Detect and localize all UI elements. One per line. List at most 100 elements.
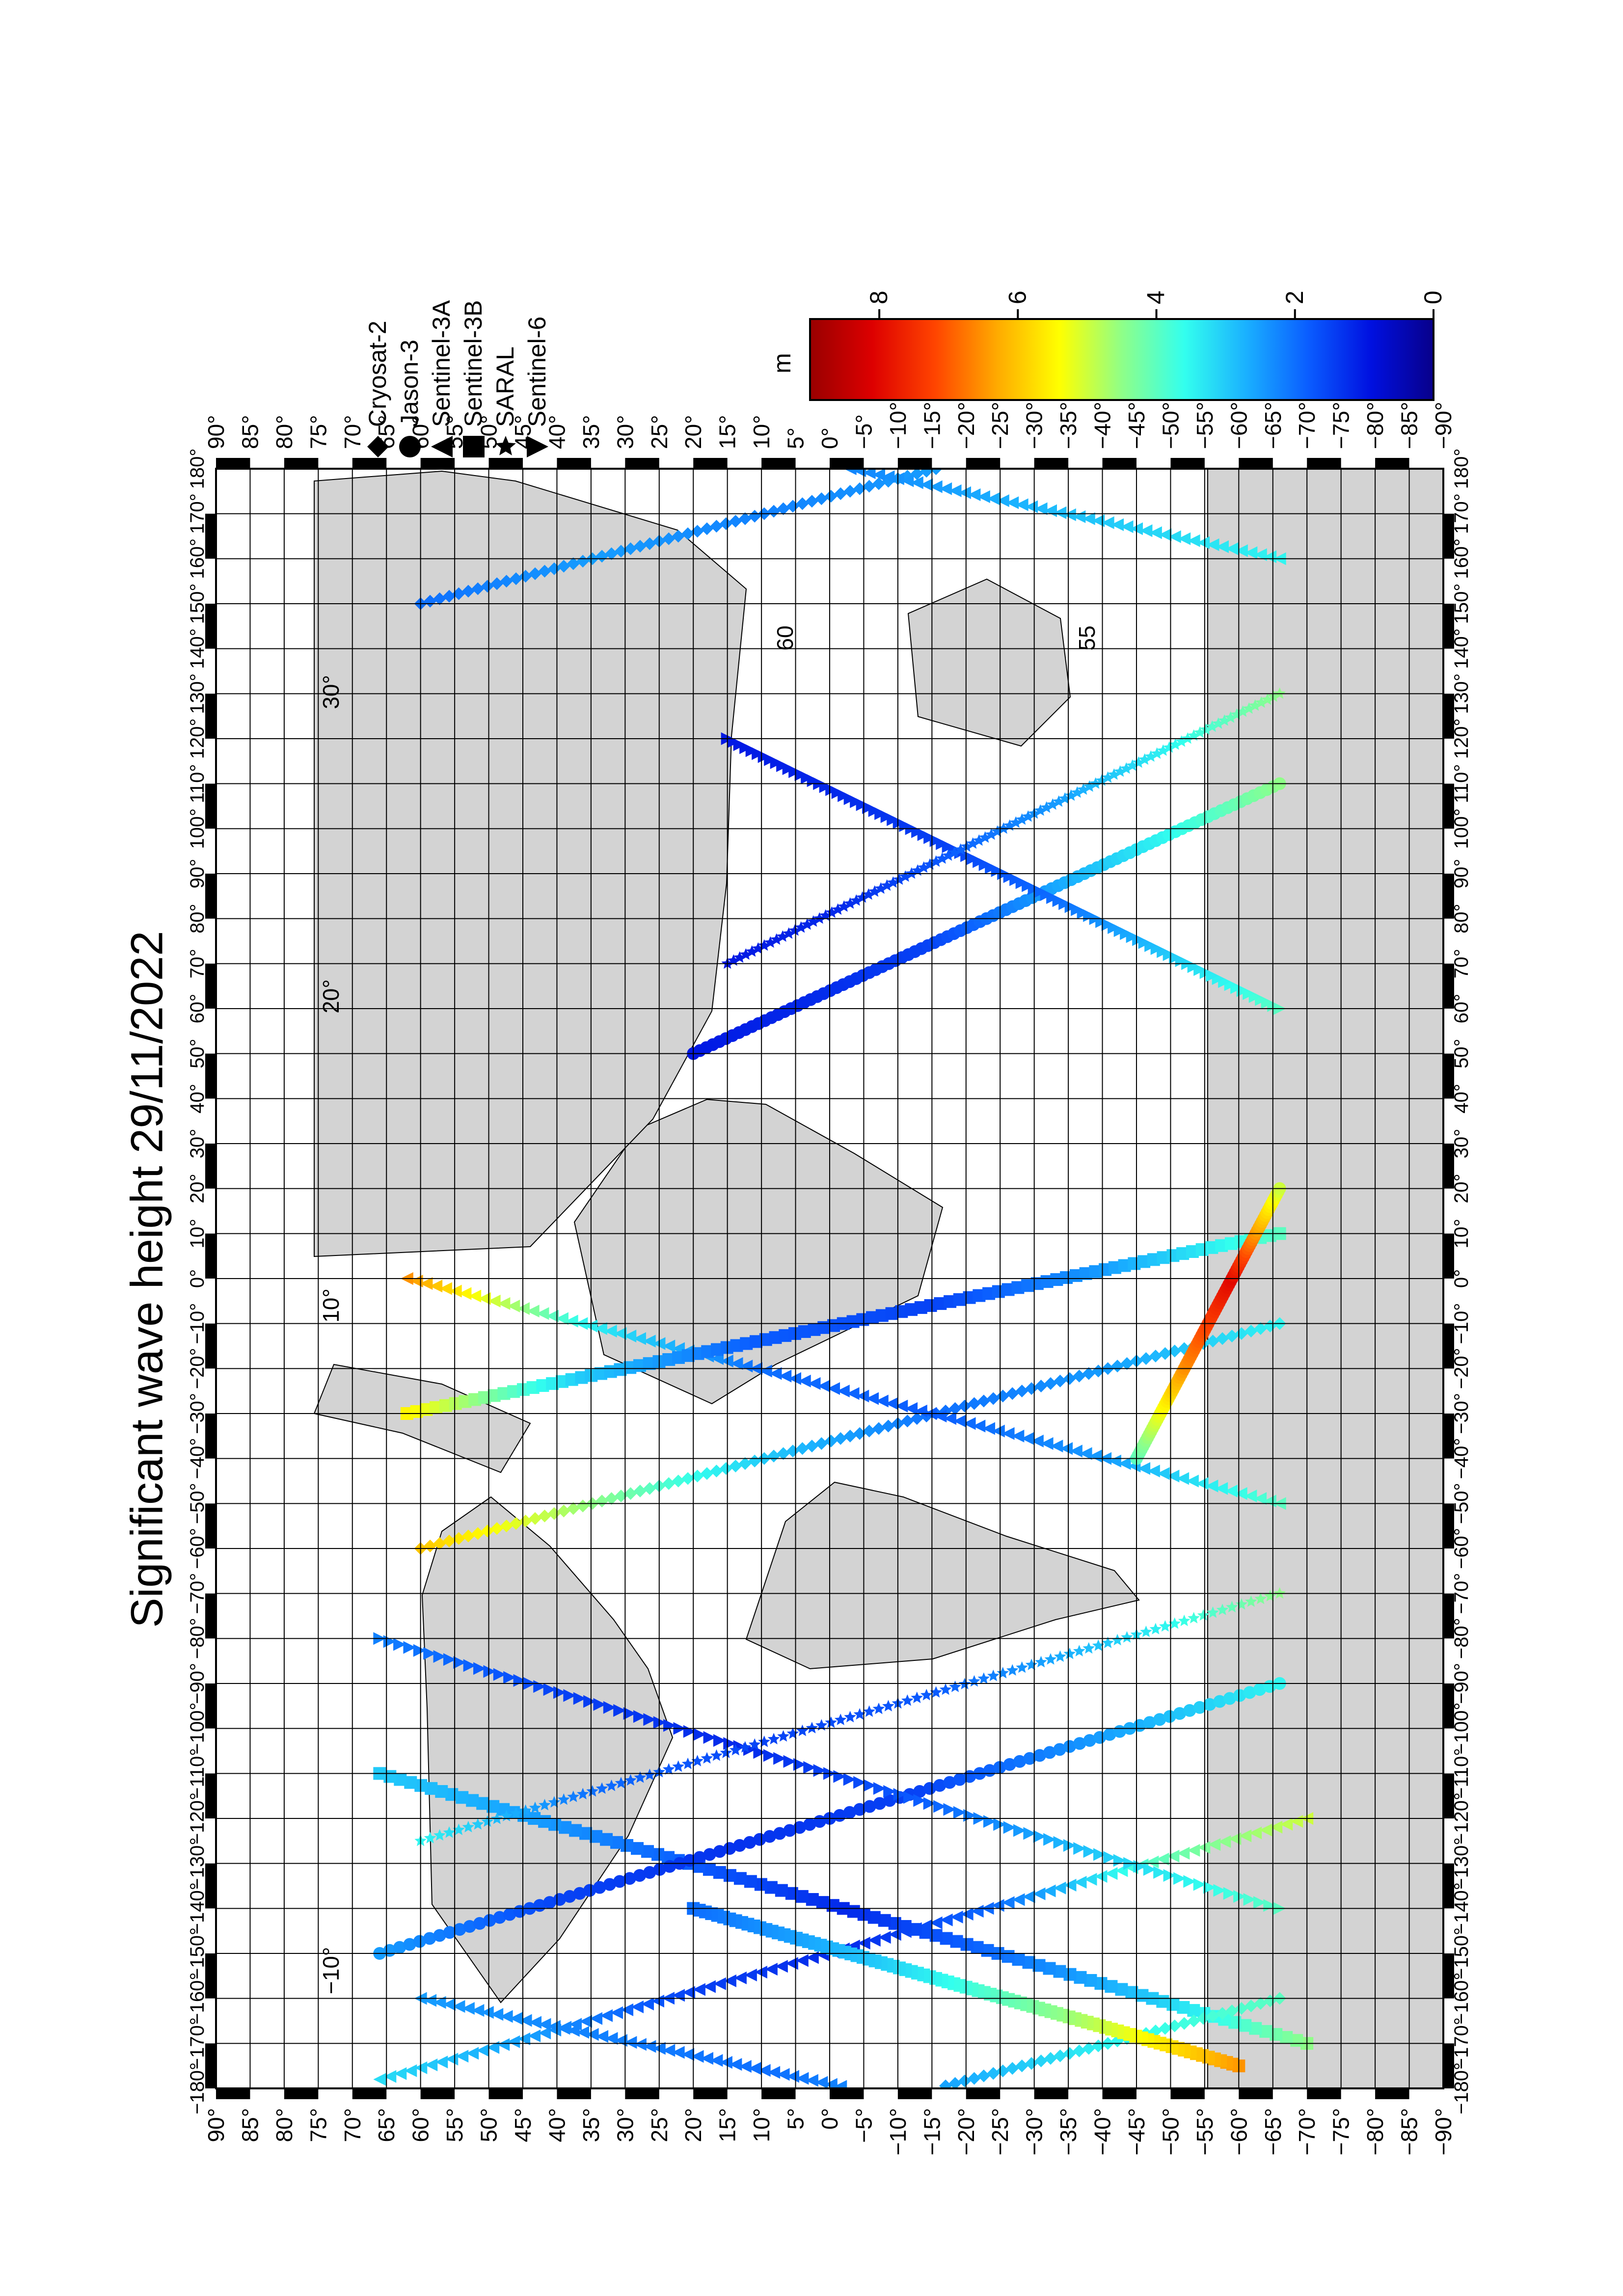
latitude-tick-label: 0° [817,2108,842,2130]
track-sample [1016,1661,1028,1673]
latitude-tick-label: −90° [1431,402,1456,449]
track-sample [815,1719,828,1731]
longitude-tick-label: 50° [1451,1039,1472,1068]
track-sample [1206,1335,1219,1348]
track-sample [796,497,809,510]
frame-tick [1443,1593,1454,1639]
colorbar-tick-label: 6 [1003,291,1031,304]
legend-marker [463,436,485,457]
track-sample [838,900,850,912]
latitude-tick-label: 0° [817,427,842,449]
track-sample [1108,768,1120,780]
longitude-tick-label: −90° [187,1663,208,1704]
track-sample [923,1782,936,1795]
track-sample [1120,520,1134,534]
track-sample [1254,1592,1267,1604]
track-sample [785,1957,798,1970]
track-sample [529,2016,541,2029]
legend-label: Sentinel-3B [460,300,487,427]
track-sample [507,1300,520,1313]
frame-tick [1443,2043,1454,2088]
track-sample [473,1917,487,1930]
track-sample [538,2018,551,2031]
latitude-tick-label: 80° [271,2108,297,2142]
track-sample [807,915,820,927]
longitude-tick-label: 40° [1451,1084,1472,1114]
track-sample [538,2027,551,2040]
track-sample [963,1417,976,1430]
longitude-tick-label: −20° [1451,1348,1472,1389]
track-sample [536,1307,549,1320]
track-sample [1034,804,1047,816]
track-sample [595,1782,608,1794]
longitude-tick-label: −100° [187,1703,208,1755]
frame-tick [830,458,864,469]
track-sample [604,1324,617,1337]
track-sample [1032,1887,1046,1900]
track-sample [844,1710,857,1723]
track-sample [720,1746,732,1759]
legend-label: Sentinel-3A [428,300,455,427]
frame-tick [205,1414,216,1459]
track-sample [958,2074,971,2087]
track-sample [473,1662,487,1675]
track-sample [1001,1896,1015,1909]
track-sample [727,954,740,966]
track-sample [1144,750,1157,762]
track-sample [1063,1839,1076,1852]
track-sample [1138,753,1151,765]
track-sample [383,2070,397,2083]
track-sample [1212,717,1225,729]
frame-tick [205,1683,216,1729]
longitude-tick-label: −140° [1451,1882,1472,1934]
track-sample [1163,1710,1176,1723]
track-sample [1035,1655,1047,1668]
track-sample [738,512,752,525]
longitude-tick-label: 180° [1451,449,1472,489]
track-sample [1071,786,1083,798]
longitude-tick-label: 110° [187,764,208,803]
track-sample [701,522,713,535]
track-sample [424,1994,437,2007]
track-sample [1089,777,1102,789]
track-sample [643,1866,656,1879]
track-sample [773,1752,786,1765]
track-sample [456,2050,469,2063]
track-sample [1033,1830,1046,1843]
track-sample [1203,1698,1217,1711]
track-sample [808,1377,821,1390]
track-sample [1146,1855,1159,1869]
track-sample [691,1469,704,1483]
track-sample [557,2022,570,2035]
track-sample [633,1332,646,1345]
longitude-tick-label: 70° [187,949,208,979]
track-sample [701,2052,713,2065]
track-sample [806,1722,818,1734]
track-sample [933,1800,947,1813]
track-sample [968,488,981,501]
legend-marker [399,436,421,457]
track-sample [1200,723,1213,735]
track-sample [1153,1866,1166,1879]
track-sample [1003,1758,1016,1771]
track-sample [691,525,704,538]
track-sample [803,1818,816,1831]
annotation-lat-30: 30° [318,675,344,709]
track-sample [948,1402,962,1415]
latitude-tick-label: 30° [612,415,638,449]
track-sample [973,1419,986,1433]
track-sample [529,567,541,580]
longitude-tick-label: 60° [1451,994,1472,1024]
track-sample [1176,1472,1190,1485]
longitude-tick-label: −160° [1451,1973,1472,2025]
longitude-tick-label: −180° [187,2062,208,2114]
track-sample [662,532,676,545]
track-sample [757,2064,771,2077]
track-sample [1003,1821,1016,1834]
track-sample [493,1911,506,1924]
satellite-legend: Cryosat-2 Jason-3 Sentinel-3A Sentinel-3B SA… [364,300,551,457]
frame-tick [205,1773,216,1818]
latitude-tick-label: 90° [203,415,229,449]
track-sample [433,592,446,605]
track-sample [713,1845,726,1858]
